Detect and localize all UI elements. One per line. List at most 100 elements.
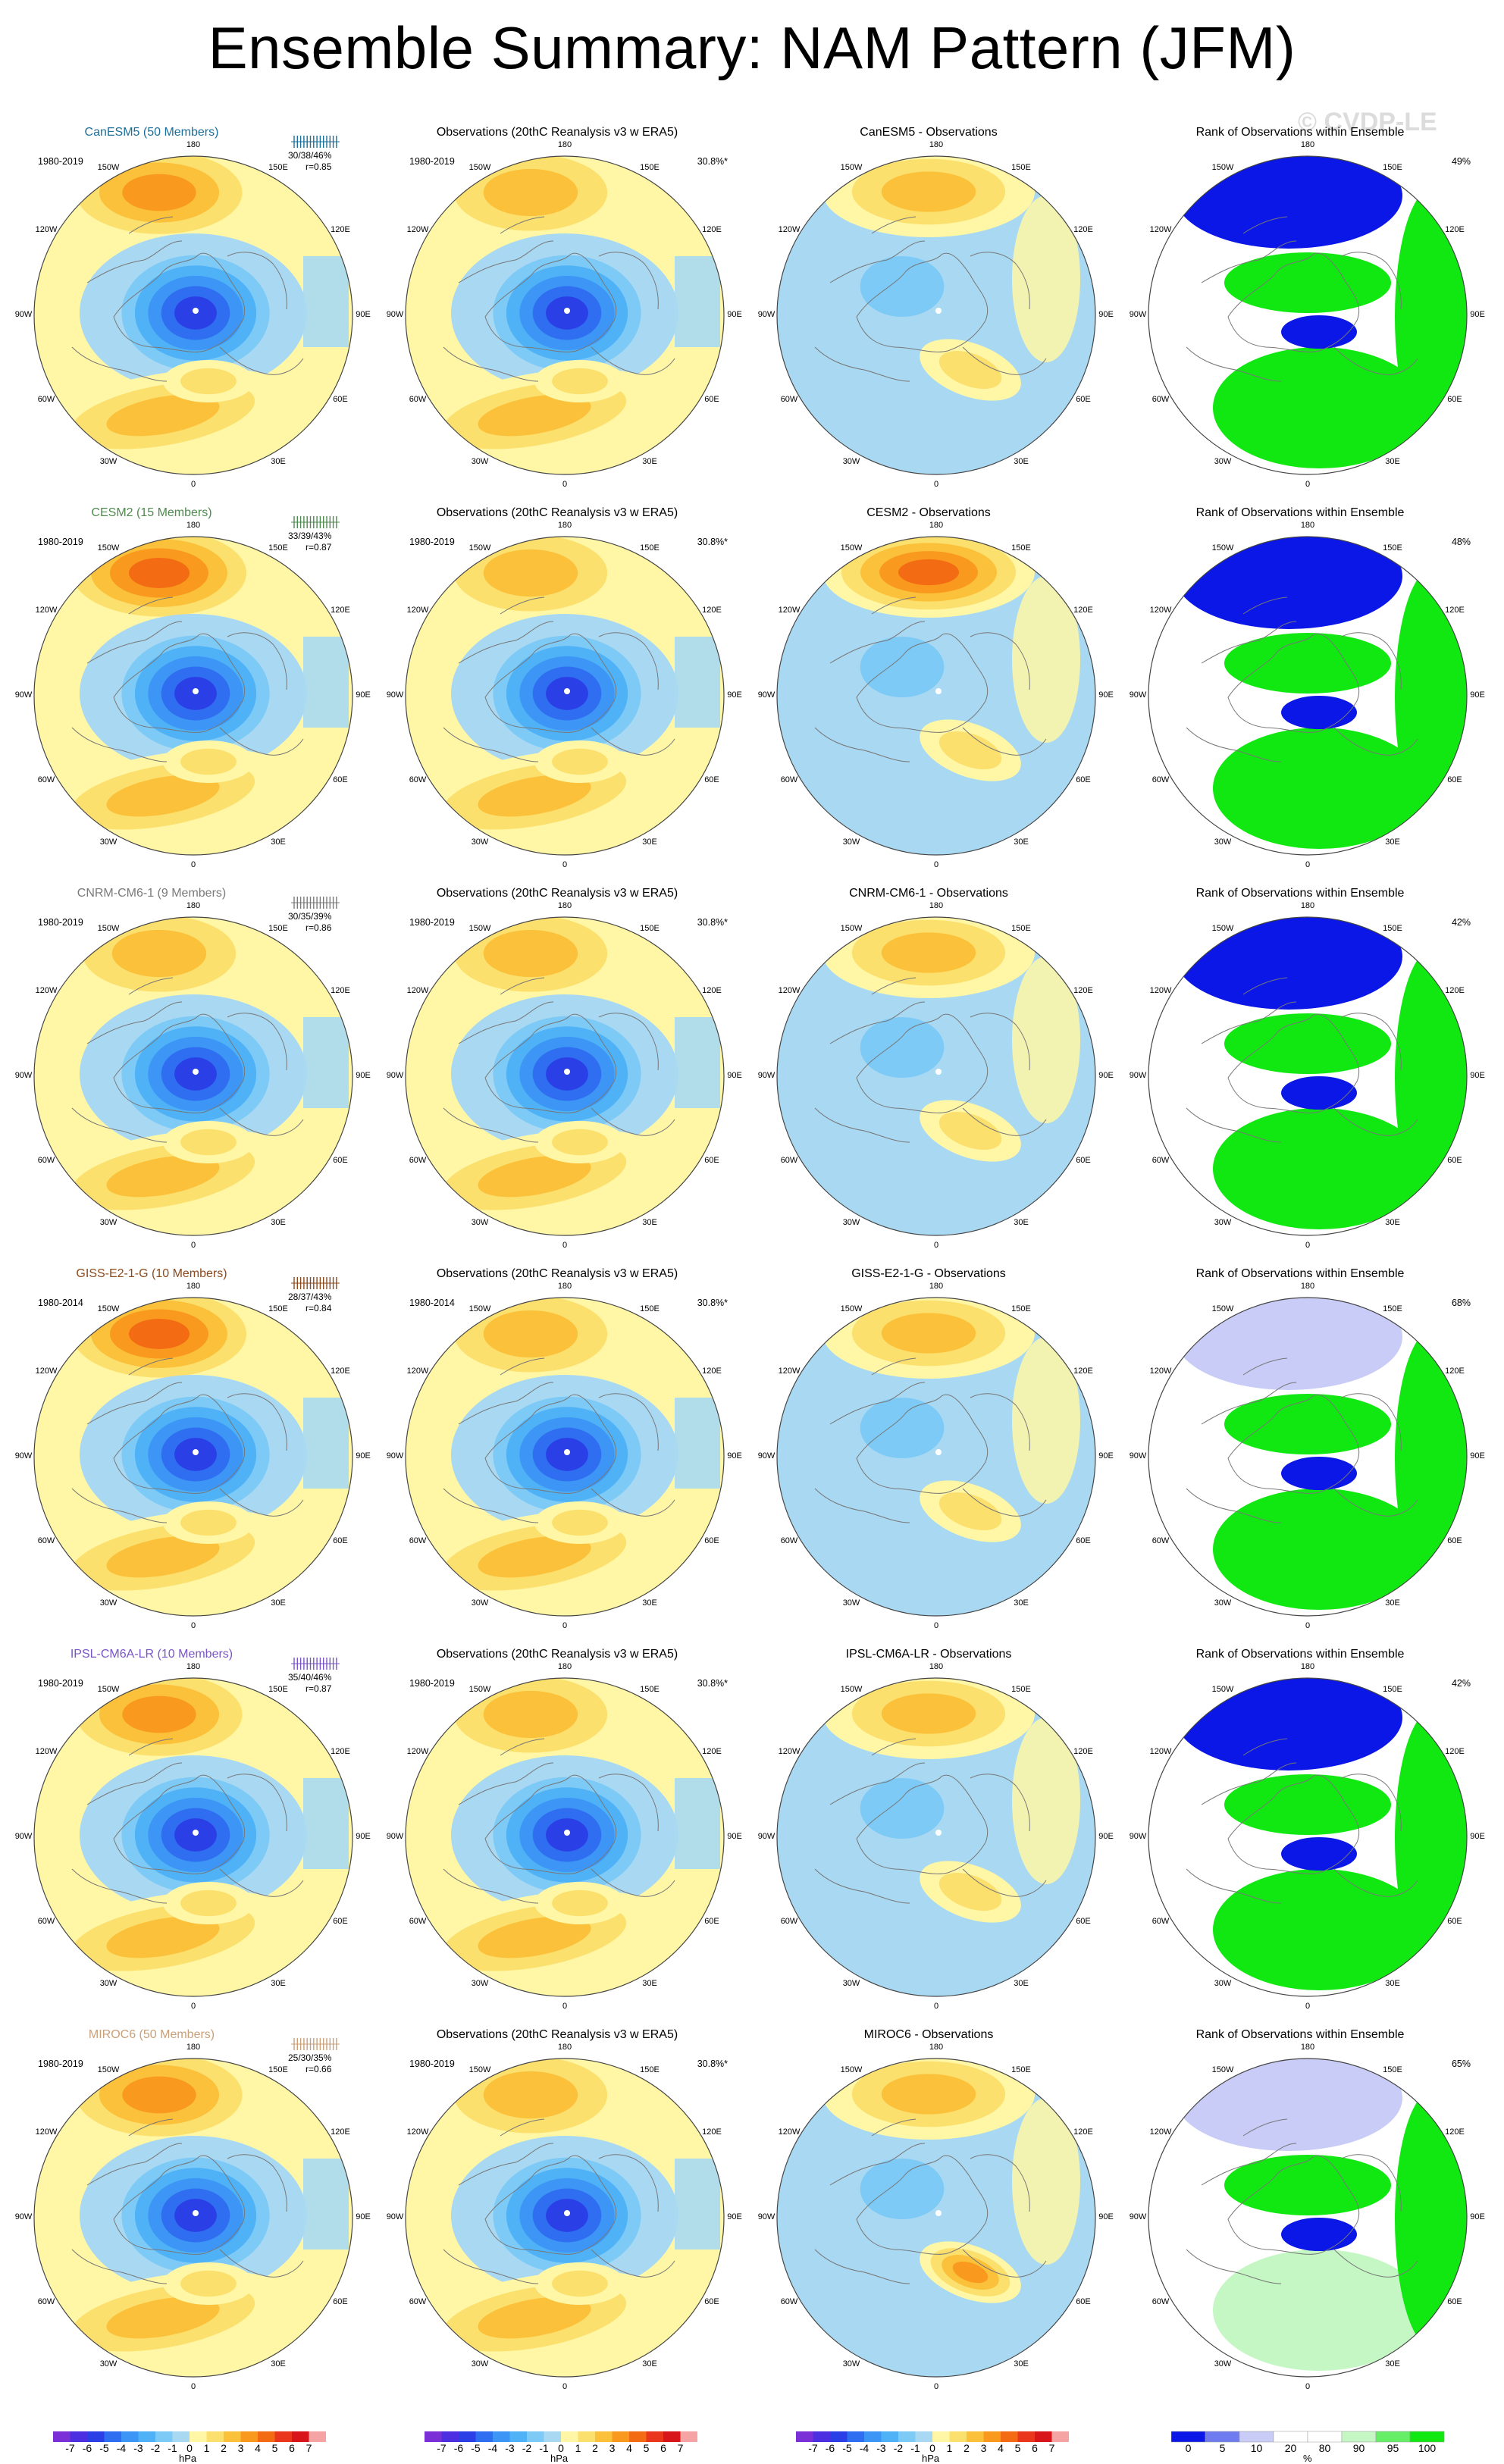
- lon-label: 120E: [1445, 986, 1465, 995]
- lon-label: 30W: [842, 1217, 860, 1227]
- coastline: [500, 977, 545, 995]
- obs-title: Observations (20thC Reanalysis v3 w ERA5…: [436, 126, 678, 139]
- colorbar-swatch: [561, 2431, 578, 2442]
- lon-label: 30E: [1385, 456, 1400, 466]
- lon-label: 150W: [97, 163, 120, 172]
- rank-map: [1148, 536, 1468, 856]
- colorbar-tick-label: 20: [1284, 2442, 1297, 2454]
- pole-marker: [564, 688, 570, 694]
- rank-map: [1148, 155, 1468, 475]
- obs-map: [405, 1297, 725, 1617]
- colorbar-swatch: [138, 2431, 155, 2442]
- coastline: [1186, 346, 1282, 382]
- lon-label: 180: [929, 2043, 944, 2052]
- pattern-correlation: r=0.84: [306, 1303, 332, 1313]
- colorbar-swatch: [1171, 2431, 1206, 2443]
- lon-label: 30E: [1014, 1217, 1029, 1227]
- diff-map: [776, 155, 1096, 475]
- coastline: [113, 1013, 246, 1113]
- coastline: [86, 2143, 183, 2186]
- coastline: [1341, 1774, 1402, 1832]
- obs-map: [405, 2058, 725, 2378]
- coastline: [962, 1107, 1047, 1136]
- lon-label: 120E: [331, 986, 350, 995]
- lon-label: 150E: [1383, 543, 1402, 553]
- lon-label: 180: [1300, 1662, 1315, 1671]
- lon-label: 30W: [99, 2359, 118, 2369]
- diff-high-contour: [938, 1111, 1002, 1151]
- lon-label: 180: [557, 521, 572, 530]
- lon-label: 150E: [640, 924, 660, 933]
- lon-label: 0: [1305, 2382, 1311, 2391]
- rank-map: [1148, 1297, 1468, 1617]
- lon-label: 150E: [1011, 163, 1031, 172]
- coastline: [458, 621, 554, 664]
- coastline: [219, 727, 304, 756]
- lon-label: 150E: [1011, 2065, 1031, 2074]
- lon-label: 150W: [840, 2065, 863, 2074]
- lon-label: 120E: [1073, 606, 1093, 615]
- obs-pct-explained: 30.8%*: [697, 917, 728, 928]
- colorbar-swatch: [509, 2431, 527, 2442]
- coastline: [1333, 1488, 1418, 1517]
- lon-label: 150E: [640, 1304, 660, 1313]
- pos-anomaly-atlantic-contour: [478, 1916, 591, 1958]
- colorbar-swatch: [1017, 2431, 1035, 2442]
- colorbar-tick-label: 0: [186, 2442, 193, 2454]
- coastline: [484, 633, 617, 733]
- lon-label: 120W: [778, 2127, 801, 2137]
- coastline: [591, 1868, 675, 1897]
- colorbar-tick-label: 7: [306, 2442, 312, 2454]
- rank-low-region: [1175, 917, 1402, 1010]
- lon-label: 120E: [1073, 986, 1093, 995]
- rank-high-region: [1395, 188, 1467, 446]
- lon-label: 150W: [468, 2065, 491, 2074]
- lon-label: 60W: [1152, 775, 1170, 784]
- rank-title: Rank of Observations within Ensemble: [1195, 2028, 1405, 2041]
- lon-label: 180: [186, 521, 201, 530]
- coastline: [598, 252, 659, 310]
- rank-panel: Rank of Observations within Ensemble 48% 1…: [1114, 500, 1486, 881]
- coastlines: [71, 2118, 304, 2284]
- lon-label: 90W: [14, 310, 33, 319]
- pos-anomaly-europe-contour: [180, 368, 237, 395]
- coastline: [814, 2249, 910, 2284]
- lon-label: 120W: [35, 1747, 58, 1756]
- diff-title: MIROC6 - Observations: [863, 2028, 994, 2041]
- lon-label: 90E: [727, 690, 742, 700]
- map-border: [405, 1297, 725, 1617]
- coastline: [598, 1013, 659, 1071]
- lon-label: 60W: [37, 775, 55, 784]
- colorbar-tick-label: -4: [487, 2442, 498, 2454]
- coastline: [86, 1001, 183, 1044]
- lon-label: 150E: [1011, 924, 1031, 933]
- colorbar-swatch: [898, 2431, 916, 2442]
- coastline: [591, 1107, 675, 1136]
- coastline: [1242, 596, 1288, 615]
- lon-label: 60E: [333, 2297, 348, 2306]
- colorbar-tick-label: 5: [1219, 2442, 1226, 2454]
- colorbar-swatch: [932, 2431, 950, 2442]
- rank-high-region: [1224, 2155, 1391, 2215]
- diff-title: IPSL-CM6A-LR - Observations: [845, 1648, 1012, 1661]
- lon-label: 30E: [1014, 1978, 1029, 1988]
- diff-low-contour: [860, 1778, 945, 1839]
- lon-label: 150W: [97, 543, 120, 553]
- coastline: [227, 252, 287, 310]
- lon-label: 180: [557, 1662, 572, 1671]
- coastlines: [814, 1738, 1047, 1904]
- lon-label: 60E: [333, 1536, 348, 1545]
- coastline: [113, 633, 246, 733]
- coastlines: [71, 216, 304, 382]
- lon-label: 120E: [702, 1367, 722, 1376]
- lon-label: 120E: [1073, 225, 1093, 234]
- lon-label: 60W: [409, 395, 427, 404]
- lon-label: 60W: [1152, 1917, 1170, 1926]
- lon-label: 90E: [1470, 690, 1485, 700]
- coastlines: [814, 596, 1047, 762]
- lon-label: 90E: [1098, 2212, 1114, 2221]
- colorbar-swatch: [104, 2431, 121, 2442]
- colorbar-swatch: [309, 2431, 326, 2442]
- colorbar-tick-label: 3: [237, 2442, 244, 2454]
- hpa-colorbar: [425, 2431, 697, 2442]
